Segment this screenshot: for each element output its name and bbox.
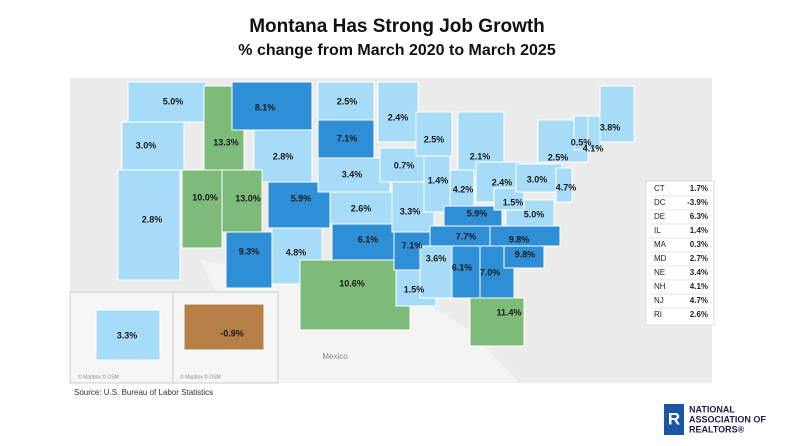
logo-letter: R (668, 409, 680, 428)
state-value-label: 7.7% (456, 231, 477, 241)
state-value-label: 2.5% (424, 134, 445, 144)
state-value-label: 3.8% (600, 122, 621, 132)
table-state: MA (654, 240, 667, 249)
state-value-label: 13.3% (213, 137, 239, 147)
state-value-label: 5.9% (467, 208, 488, 218)
logo-text: REALTORS® (689, 424, 745, 434)
state-value-label: 9.8% (515, 249, 536, 259)
table-value: 2.7% (690, 254, 708, 263)
state-value-label: 1.4% (428, 175, 449, 185)
table-value: 4.1% (690, 282, 708, 291)
table-value: 3.4% (690, 268, 708, 277)
state (503, 243, 545, 269)
state-value-label: 11.4% (496, 307, 521, 317)
state-value-label: 3.0% (527, 174, 548, 184)
table-value: 1.7% (690, 184, 708, 193)
state (469, 297, 525, 347)
state (253, 129, 313, 183)
state-value-label: 2.8% (273, 151, 294, 161)
state-value-label: 6.1% (452, 262, 473, 272)
state-value-label: 9.3% (239, 246, 260, 256)
table-box (645, 180, 715, 326)
state-value-label: 2.4% (492, 177, 513, 187)
state (599, 85, 635, 143)
state-value-label: 3.4% (342, 169, 363, 179)
state (317, 81, 375, 121)
state (95, 309, 161, 361)
state-value-label: 3.0% (136, 140, 157, 150)
state-value-label: 5.9% (291, 193, 312, 203)
state-value-label: 4.2% (453, 184, 474, 194)
state (419, 245, 453, 299)
state-value-label: 2.8% (142, 214, 163, 224)
table-value: 2.6% (690, 310, 708, 319)
table-state: CT (654, 184, 665, 193)
state (299, 259, 411, 331)
logo-text: NATIONAL (689, 404, 735, 414)
state (117, 169, 181, 281)
state-value-label: 0.5% (571, 137, 592, 147)
map-credit: © Mapbox © OSM (180, 373, 221, 380)
state (225, 231, 273, 289)
state-value-label: 9.8% (509, 234, 530, 244)
state-value-label: 4.7% (556, 182, 577, 192)
source: Source: U.S. Bureau of Labor Statistics (74, 388, 213, 397)
state-value-label: 10.6% (339, 278, 365, 288)
table-state: DC (654, 198, 666, 207)
table-state: RI (654, 310, 662, 319)
state-value-label: 7.0% (480, 267, 501, 277)
logo-mark (664, 404, 684, 435)
state-value-label: 5.0% (524, 209, 545, 219)
state-value-label: 2.5% (337, 96, 358, 106)
logo-text: ASSOCIATION OF (689, 414, 766, 424)
state-value-label: 2.6% (351, 203, 372, 213)
state-value-label: 3.3% (117, 330, 138, 340)
state (377, 81, 419, 143)
table-state: NJ (654, 296, 664, 305)
state-value-label: 3.3% (400, 206, 421, 216)
state (515, 163, 563, 193)
table-value: 6.3% (690, 212, 708, 221)
table-state: NH (654, 282, 666, 291)
state (181, 169, 223, 249)
state-value-label: 1.5% (503, 197, 524, 207)
subtitle: % change from March 2020 to March 2025 (238, 42, 556, 59)
table-value: 4.7% (690, 296, 708, 305)
basemap-label: Mexico (322, 352, 348, 361)
state-value-label: 5.0% (163, 96, 184, 106)
state (183, 303, 265, 351)
state-value-label: 10.0% (192, 192, 218, 202)
state (317, 157, 391, 193)
state (493, 187, 525, 211)
state-value-label: 3.6% (426, 253, 447, 263)
table-state: NE (654, 268, 665, 277)
state (449, 169, 475, 213)
state-value-label: 4.1% (583, 143, 604, 153)
state (555, 167, 573, 203)
state-value-label: 2.4% (388, 112, 409, 122)
state-value-label: 8.1% (255, 102, 276, 112)
title: Montana Has Strong Job Growth (249, 16, 545, 37)
state-value-label: 2.5% (548, 152, 569, 162)
state-value-label: 1.5% (404, 284, 425, 294)
state (451, 245, 481, 299)
state (415, 111, 453, 157)
table-state: MD (654, 254, 667, 263)
state-value-label: 13.0% (235, 193, 261, 203)
state (331, 223, 399, 261)
table-state: DE (654, 212, 665, 221)
state-value-label: 0.7% (394, 160, 415, 170)
table-value: 0.3% (690, 240, 708, 249)
table-value: 1.4% (690, 226, 708, 235)
state-value-label: 4.8% (286, 247, 307, 257)
state-value-label: -0.9% (220, 328, 244, 338)
state-value-label: 7.1% (337, 133, 358, 143)
state-value-label: 6.1% (358, 234, 379, 244)
table-value: -3.9% (687, 198, 708, 207)
table-state: IL (654, 226, 661, 235)
state-value-label: 2.1% (470, 151, 491, 161)
state-value-label: 7.1% (402, 240, 423, 250)
map-credit: © Mapbox © OSM (78, 373, 119, 380)
